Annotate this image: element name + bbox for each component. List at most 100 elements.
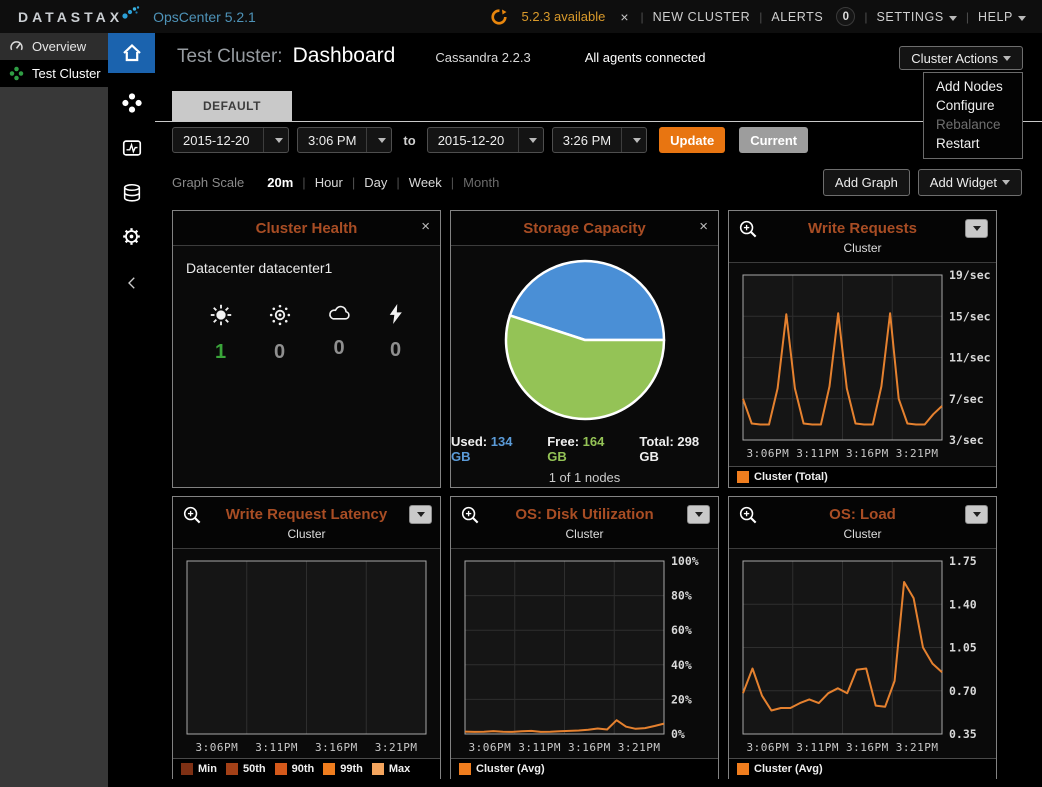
menu-item-restart[interactable]: Restart bbox=[936, 136, 980, 151]
widget-menu-button[interactable] bbox=[965, 505, 988, 524]
chart-legend: Cluster (Total) bbox=[729, 466, 996, 487]
add-widget-button[interactable]: Add Widget bbox=[917, 169, 1022, 196]
legend-swatch bbox=[737, 763, 749, 775]
svg-text:3:16PM: 3:16PM bbox=[846, 741, 889, 754]
from-time-select[interactable]: 3:06 PM bbox=[297, 127, 393, 153]
sidebar-item-test-cluster[interactable]: Test Cluster bbox=[0, 60, 108, 87]
page-header: Test Cluster: Dashboard Cassandra 2.2.3 … bbox=[177, 44, 705, 68]
data-button[interactable] bbox=[108, 178, 155, 208]
write-requests-chart: 19/sec 15/sec 11/sec 7/sec 3/sec 3:06PM 3:11PM… bbox=[742, 268, 991, 460]
svg-text:1.05: 1.05 bbox=[949, 641, 977, 655]
cluster-actions-button[interactable]: Cluster Actions bbox=[899, 46, 1023, 70]
svg-text:100%: 100% bbox=[671, 554, 699, 568]
svg-text:0%: 0% bbox=[671, 727, 685, 741]
sidebar: Overview Test Cluster bbox=[0, 33, 108, 787]
zoom-in-icon[interactable] bbox=[738, 505, 759, 531]
dismiss-update-icon[interactable]: × bbox=[620, 8, 629, 25]
widget-title: Cluster Health bbox=[255, 220, 358, 237]
widget-menu-button[interactable] bbox=[687, 505, 710, 524]
main-content: Test Cluster: Dashboard Cassandra 2.2.3 … bbox=[155, 33, 1042, 787]
datacenter-label: Datacenter datacenter1 bbox=[186, 260, 333, 276]
cassandra-version: Cassandra 2.2.3 bbox=[435, 50, 531, 65]
cloud-icon bbox=[326, 302, 353, 329]
zoom-in-icon[interactable] bbox=[182, 505, 203, 531]
health-stat-value: 0 bbox=[273, 341, 286, 363]
new-cluster-link[interactable]: NEW CLUSTER bbox=[652, 9, 751, 24]
chart-legend: Cluster (Avg) bbox=[729, 758, 996, 779]
sidebar-item-label: Test Cluster bbox=[32, 66, 101, 81]
separator: | bbox=[396, 175, 400, 190]
svg-text:3:06PM: 3:06PM bbox=[196, 741, 239, 754]
cluster-name-label: Test Cluster: bbox=[177, 46, 283, 67]
menu-item-configure[interactable]: Configure bbox=[936, 98, 995, 113]
nodes-button[interactable] bbox=[108, 88, 155, 118]
current-button[interactable]: Current bbox=[739, 127, 809, 153]
zoom-in-icon[interactable] bbox=[738, 219, 759, 245]
graph-scale-option-day[interactable]: Day bbox=[364, 175, 388, 190]
legend-label: 90th bbox=[291, 763, 315, 775]
from-date-select[interactable]: 2015-12-20 bbox=[172, 127, 289, 153]
health-stat: 0 bbox=[267, 302, 293, 364]
to-date-select[interactable]: 2015-12-20 bbox=[426, 127, 544, 153]
sidebar-item-label: Overview bbox=[32, 39, 87, 54]
icon-strip bbox=[108, 33, 155, 787]
svg-text:3:16PM: 3:16PM bbox=[568, 741, 611, 754]
graph-scale-option-20m[interactable]: 20m bbox=[267, 175, 294, 190]
add-graph-button[interactable]: Add Graph bbox=[822, 169, 910, 196]
help-menu[interactable]: HELP bbox=[978, 10, 1026, 24]
top-bar: DATASTAX OpsCenter 5.2.1 5.2.3 available… bbox=[0, 0, 1042, 33]
graph-scale-option-hour[interactable]: Hour bbox=[314, 175, 343, 190]
widget-menu-button[interactable] bbox=[409, 505, 432, 524]
chart-legend: Cluster (Avg) bbox=[451, 758, 718, 779]
widget-title: Write Requests bbox=[808, 220, 917, 237]
menu-item-rebalance: Rebalance bbox=[936, 117, 1001, 132]
product-version: OpsCenter 5.2.1 bbox=[153, 8, 256, 25]
sidebar-item-overview[interactable]: Overview bbox=[0, 33, 108, 60]
svg-text:60%: 60% bbox=[671, 623, 692, 637]
tab-default[interactable]: DEFAULT bbox=[172, 91, 292, 121]
svg-text:3:16PM: 3:16PM bbox=[846, 447, 889, 460]
svg-text:20%: 20% bbox=[671, 692, 692, 706]
health-stat-value: 0 bbox=[333, 337, 345, 359]
svg-text:3:11PM: 3:11PM bbox=[796, 447, 839, 460]
update-available-text[interactable]: 5.2.3 available bbox=[521, 9, 606, 24]
widget-menu-button[interactable] bbox=[965, 219, 988, 238]
graph-scale-option-week[interactable]: Week bbox=[408, 175, 442, 190]
zoom-in-icon[interactable] bbox=[460, 505, 481, 531]
to-time-select[interactable]: 3:26 PM bbox=[551, 127, 648, 153]
storage-pie-chart bbox=[504, 259, 665, 421]
sun-dotted-icon bbox=[267, 302, 293, 333]
chevron-left-icon bbox=[127, 277, 135, 289]
settings-button[interactable] bbox=[108, 221, 155, 251]
widget-write-request-latency: Write Request Latency Cluster 3:06PM 3:11… bbox=[172, 496, 441, 779]
cluster-nodes-icon bbox=[121, 93, 142, 113]
dashboard-home-button[interactable] bbox=[108, 33, 155, 73]
graph-scale-bar: Graph Scale 20m | Hour | Day | Week | Month Add … bbox=[172, 169, 1022, 196]
settings-menu[interactable]: SETTINGS bbox=[877, 10, 957, 24]
widget-write-requests: Write Requests Cluster 19/sec 15/sec 11/se… bbox=[728, 210, 997, 488]
alerts-link[interactable]: ALERTS bbox=[771, 9, 824, 24]
widget-title: OS: Load bbox=[829, 506, 896, 523]
close-icon[interactable]: × bbox=[421, 218, 430, 235]
graph-scale-option-month[interactable]: Month bbox=[463, 175, 500, 190]
cluster-icon bbox=[9, 66, 24, 81]
total-stat: Total: 298 GB bbox=[639, 434, 700, 464]
close-icon[interactable]: × bbox=[699, 218, 708, 235]
widget-grid: Cluster Health × Datacenter datacenter1 … bbox=[172, 210, 997, 787]
legend-swatch bbox=[181, 763, 193, 775]
health-stat-value: 0 bbox=[389, 339, 402, 361]
svg-text:0.35: 0.35 bbox=[949, 727, 977, 741]
legend-label: 50th bbox=[242, 763, 266, 775]
activities-button[interactable] bbox=[108, 133, 155, 163]
tab-strip: DEFAULT bbox=[155, 91, 1042, 122]
legend-item: Cluster (Avg) bbox=[737, 763, 823, 775]
widget-title: Storage Capacity bbox=[523, 220, 646, 237]
home-icon bbox=[122, 43, 141, 62]
collapse-sidebar-button[interactable] bbox=[108, 268, 155, 298]
update-button[interactable]: Update bbox=[659, 127, 726, 153]
menu-item-add-nodes[interactable]: Add Nodes bbox=[936, 79, 1003, 94]
widget-storage-capacity: Storage Capacity × Used: 134 GB Free: 16… bbox=[450, 210, 719, 488]
widget-subtitle: Cluster bbox=[843, 241, 882, 255]
chevron-down-icon bbox=[972, 226, 981, 231]
storage-stats: Used: 134 GB Free: 164 GB Total: 298 GB bbox=[451, 434, 718, 464]
